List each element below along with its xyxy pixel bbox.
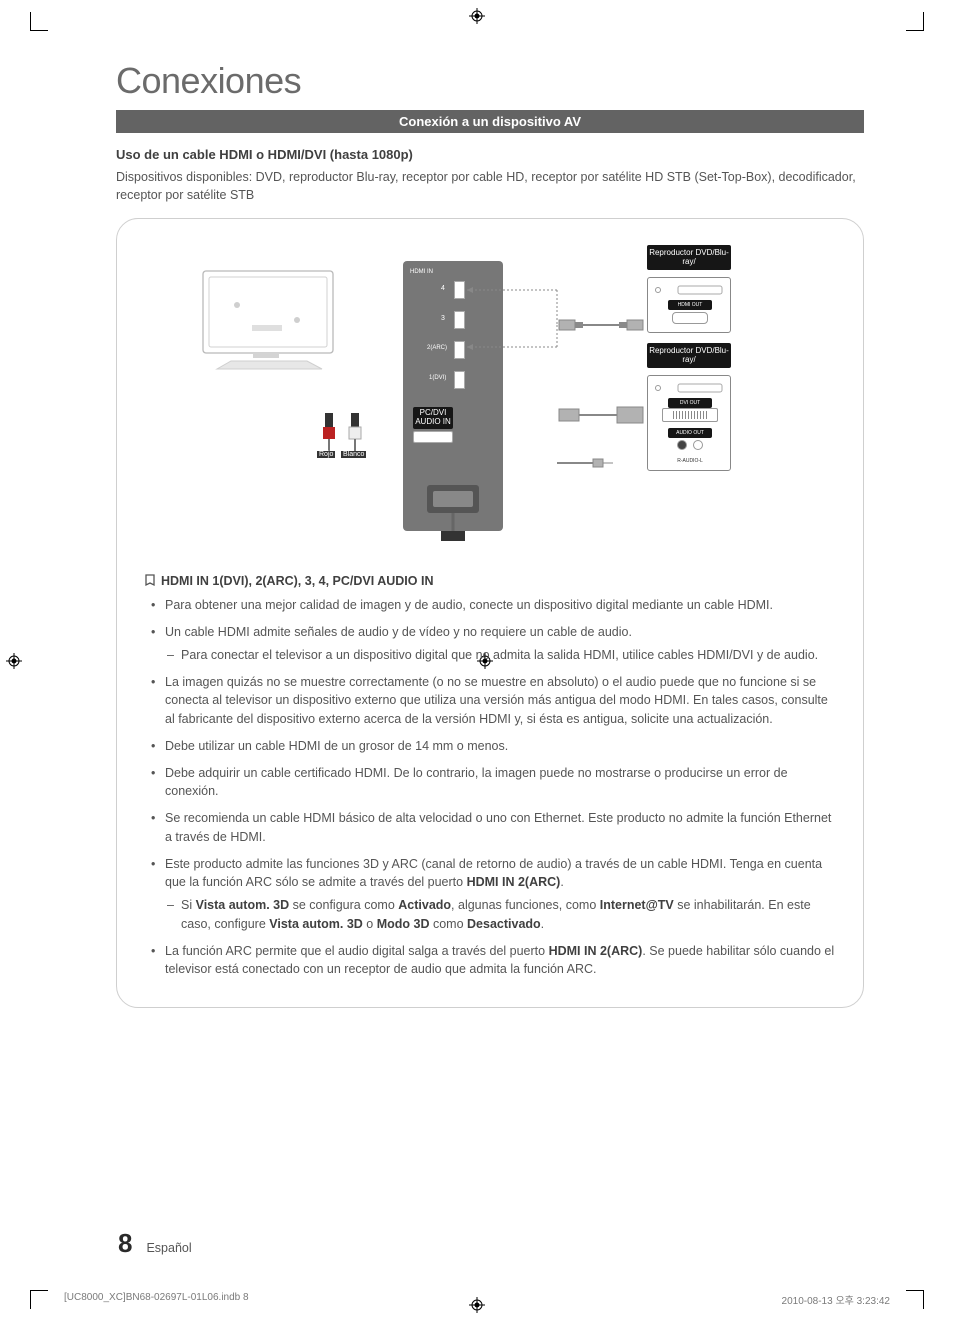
device-box: HDMI OUT (647, 277, 731, 333)
port-label: R-AUDIO-L (666, 458, 714, 464)
label: HDMI IN (410, 269, 433, 275)
note-item: La función ARC permite que el audio digi… (165, 942, 839, 980)
crop-mark (30, 12, 52, 34)
subheading: Uso de un cable HDMI o HDMI/DVI (hasta 1… (116, 147, 864, 162)
device-label: Reproductor DVD/Blu-ray/ (647, 245, 731, 269)
port-label: 4 (441, 285, 445, 292)
hdmi-port-icon (454, 311, 465, 329)
device-box: DVI OUT AUDIO OUT R-AUDIO-L (647, 375, 731, 471)
device-label: Reproductor DVD/Blu-ray/ (647, 343, 731, 367)
port-label: DVI OUT (668, 398, 712, 408)
dvi-port-icon (662, 408, 718, 422)
connector-assembly-icon (427, 467, 507, 547)
note-item: Debe utilizar un cable HDMI de un grosor… (165, 737, 839, 756)
port-label: AUDIO OUT (668, 428, 712, 438)
note-item: La imagen quizás no se muestre correctam… (165, 673, 839, 729)
section-heading-bar: Conexión a un dispositivo AV (116, 110, 864, 133)
note-item: Se recomienda un cable HDMI básico de al… (165, 809, 839, 847)
language-label: Español (146, 1241, 191, 1255)
hdmi-port-icon (672, 312, 708, 324)
note-subitem: Para conectar el televisor a un disposit… (181, 646, 839, 665)
page-number: 8 (118, 1228, 132, 1259)
tv-icon (197, 265, 342, 385)
note-subitem: Si Vista autom. 3D se configura como Act… (181, 896, 839, 934)
page-title: Conexiones (116, 60, 864, 102)
diagram-container: HDMI IN 4 3 2(ARC) 1(DVI) PC/DVI AUDIO I… (116, 218, 864, 1008)
hdmi-port-icon (454, 281, 465, 299)
notes-list: Para obtener una mejor calidad de imagen… (141, 596, 839, 979)
hdmi-port-icon (454, 341, 465, 359)
note-item: Para obtener una mejor calidad de imagen… (165, 596, 839, 615)
intro-text: Dispositivos disponibles: DVD, reproduct… (116, 168, 864, 204)
print-file-info: [UC8000_XC]BN68-02697L-01L06.indb 8 (64, 1292, 249, 1307)
crop-mark (902, 12, 924, 34)
color-label: Rojo (317, 451, 335, 458)
audio-port-icon (413, 431, 453, 443)
port-label: 2(ARC) (427, 345, 447, 351)
connection-diagram: HDMI IN 4 3 2(ARC) 1(DVI) PC/DVI AUDIO I… (141, 235, 839, 555)
hdmi-port-icon (454, 371, 465, 389)
port-label: 1(DVI) (429, 375, 446, 381)
port-label: 3 (441, 315, 445, 322)
print-timestamp: 2010-08-13 오후 3:23:42 (782, 1292, 890, 1307)
crop-mark (902, 1287, 924, 1309)
port-label: HDMI OUT (668, 300, 712, 310)
registration-mark-icon (469, 8, 485, 24)
note-item: Este producto admite las funciones 3D y … (165, 855, 839, 934)
pc-dvi-label: PC/DVI AUDIO IN (413, 407, 453, 429)
registration-mark-icon (6, 653, 22, 669)
audio-jacks (672, 440, 708, 456)
notes-heading: HDMI IN 1(DVI), 2(ARC), 3, 4, PC/DVI AUD… (143, 573, 839, 588)
color-label: Blanco (341, 451, 366, 458)
hdmi-cable-icon (557, 313, 647, 337)
audio-cable-icon (557, 451, 617, 475)
note-item: Debe adquirir un cable certificado HDMI.… (165, 764, 839, 802)
crop-mark (30, 1287, 52, 1309)
note-item: Un cable HDMI admite señales de audio y … (165, 623, 839, 665)
dvi-cable-icon (557, 403, 647, 427)
